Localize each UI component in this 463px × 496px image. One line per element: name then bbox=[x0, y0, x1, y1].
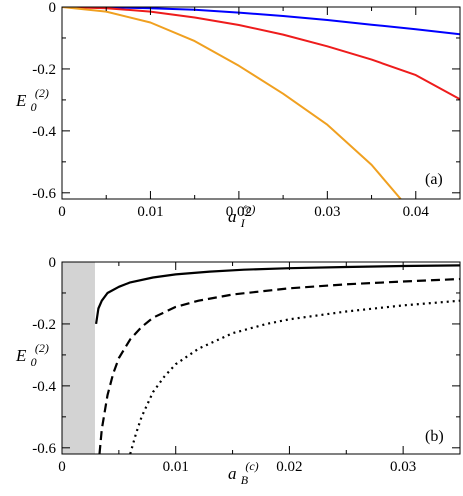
panel-b-x-label-sup: (c) bbox=[245, 459, 258, 473]
panel-b-x-label-sub: B bbox=[241, 473, 249, 487]
panel-b-frame bbox=[61, 261, 461, 455]
panel-b-series-3-line bbox=[129, 299, 460, 454]
panel-a-y-label-base: E bbox=[15, 91, 27, 110]
panel-b-y-tick-label: -0.2 bbox=[32, 317, 56, 333]
panel-b: 0 0.01 0.02 0.03 0 -0.2 -0.4 -0.6 (b) a B (c) E… bbox=[15, 255, 461, 488]
panel-b-y-label-base: E bbox=[15, 346, 27, 365]
panel-a-x-label-sub: I bbox=[240, 216, 246, 230]
panel-b-y-tick-label: -0.4 bbox=[32, 379, 56, 395]
panel-b-shaded-region bbox=[62, 262, 95, 454]
panel-b-ticks: 0 0.01 0.02 0.03 0 -0.2 -0.4 -0.6 bbox=[32, 255, 461, 475]
panel-a-x-tick-label: 0.04 bbox=[403, 204, 430, 220]
panel-b-x-label-base: a bbox=[228, 464, 237, 483]
panel-a-y-tick-label: -0.6 bbox=[32, 186, 56, 202]
panel-a: 0 0.01 0.02 0.03 0.04 0 -0.2 -0.4 -0.6 (a) a I (… bbox=[15, 0, 461, 231]
panel-b-y-label-sub: 0 bbox=[31, 355, 37, 369]
panel-a-series-3-line bbox=[62, 7, 402, 199]
panel-a-series-1-line bbox=[62, 7, 460, 36]
panel-a-y-axis-label: E 0 (2) bbox=[15, 86, 49, 115]
panel-b-series-2-line bbox=[98, 277, 460, 454]
panel-b-x-tick-label: 0 bbox=[58, 459, 66, 475]
panel-a-y-label-sub: 0 bbox=[31, 100, 37, 114]
panel-b-x-tick-label: 0.03 bbox=[390, 459, 416, 475]
panel-b-plot-layer bbox=[62, 262, 460, 454]
panel-a-series-2-line bbox=[62, 7, 460, 101]
panel-a-y-tick-label: 0 bbox=[49, 0, 57, 16]
panel-a-ticks: 0 0.01 0.02 0.03 0.04 0 -0.2 -0.4 -0.6 bbox=[32, 0, 460, 220]
panel-a-y-tick-label: -0.2 bbox=[32, 62, 56, 78]
panel-a-y-tick-label: -0.4 bbox=[32, 124, 56, 140]
panel-b-series-1-line bbox=[95, 264, 460, 325]
panel-b-x-tick-label: 0.01 bbox=[163, 459, 189, 475]
panel-b-y-tick-label: -0.6 bbox=[32, 441, 56, 457]
panel-a-frame bbox=[61, 6, 461, 200]
panel-a-y-label-sup: (2) bbox=[35, 86, 49, 100]
panel-a-x-label-base: a bbox=[228, 207, 237, 226]
panel-a-plot-layer bbox=[62, 7, 460, 199]
panel-b-y-label-sup: (2) bbox=[35, 341, 49, 355]
panel-a-x-axis-label: a I (c) bbox=[228, 202, 255, 231]
panel-b-y-tick-label: 0 bbox=[49, 255, 57, 271]
panel-a-x-tick-label: 0.03 bbox=[314, 204, 340, 220]
panel-a-x-label-sup: (c) bbox=[242, 202, 255, 216]
panel-b-y-axis-label: E 0 (2) bbox=[15, 341, 49, 370]
panel-a-x-tick-label: 0.02 bbox=[226, 204, 252, 220]
panel-b-x-tick-label: 0.02 bbox=[276, 459, 302, 475]
panel-a-x-tick-label: 0.01 bbox=[137, 204, 163, 220]
panel-a-x-tick-label: 0 bbox=[58, 204, 66, 220]
panel-b-tag: (b) bbox=[425, 428, 444, 445]
panel-a-tag: (a) bbox=[425, 171, 443, 188]
panel-b-x-axis-label: a B (c) bbox=[228, 459, 259, 488]
